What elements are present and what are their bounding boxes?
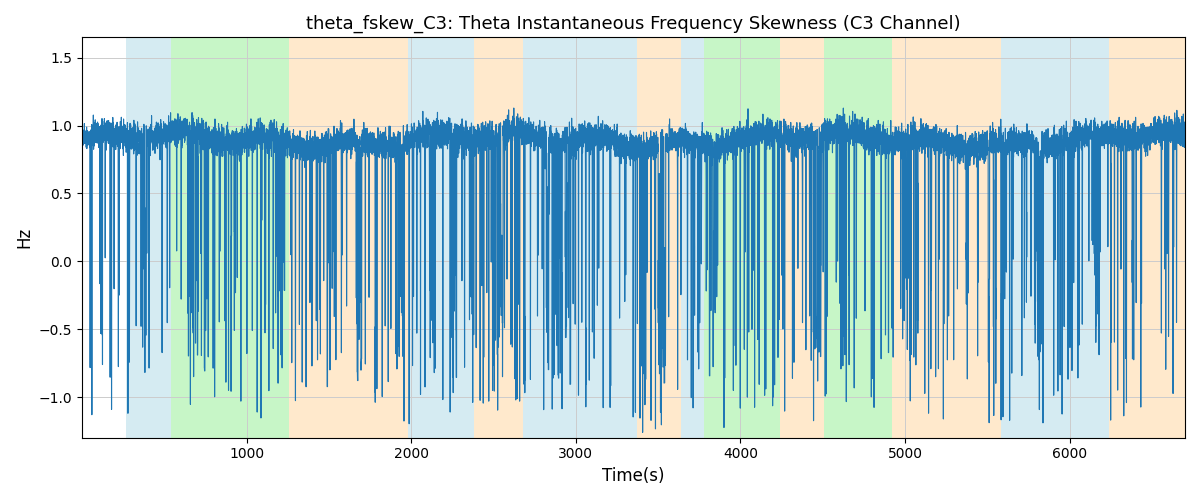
Y-axis label: Hz: Hz [14,227,32,248]
Title: theta_fskew_C3: Theta Instantaneous Frequency Skewness (C3 Channel): theta_fskew_C3: Theta Instantaneous Freq… [306,15,961,34]
Bar [780,38,824,438]
Bar [824,38,892,438]
Bar [682,38,704,438]
Bar [289,38,408,438]
Bar [1001,38,1109,438]
Bar [704,38,780,438]
Bar [408,38,474,438]
Bar [637,38,682,438]
Bar [523,38,637,438]
X-axis label: Time(s): Time(s) [602,467,665,485]
Bar [474,38,523,438]
Bar [892,38,1001,438]
Bar [1109,38,1186,438]
Bar [126,38,170,438]
Bar [170,38,289,438]
